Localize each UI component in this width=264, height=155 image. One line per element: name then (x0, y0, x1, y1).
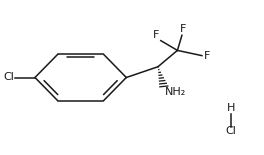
Text: NH₂: NH₂ (165, 87, 186, 97)
Text: H: H (227, 103, 235, 113)
Text: Cl: Cl (3, 73, 14, 82)
Text: F: F (204, 51, 210, 61)
Text: F: F (153, 30, 159, 40)
Text: Cl: Cl (225, 126, 236, 136)
Text: F: F (180, 24, 186, 34)
